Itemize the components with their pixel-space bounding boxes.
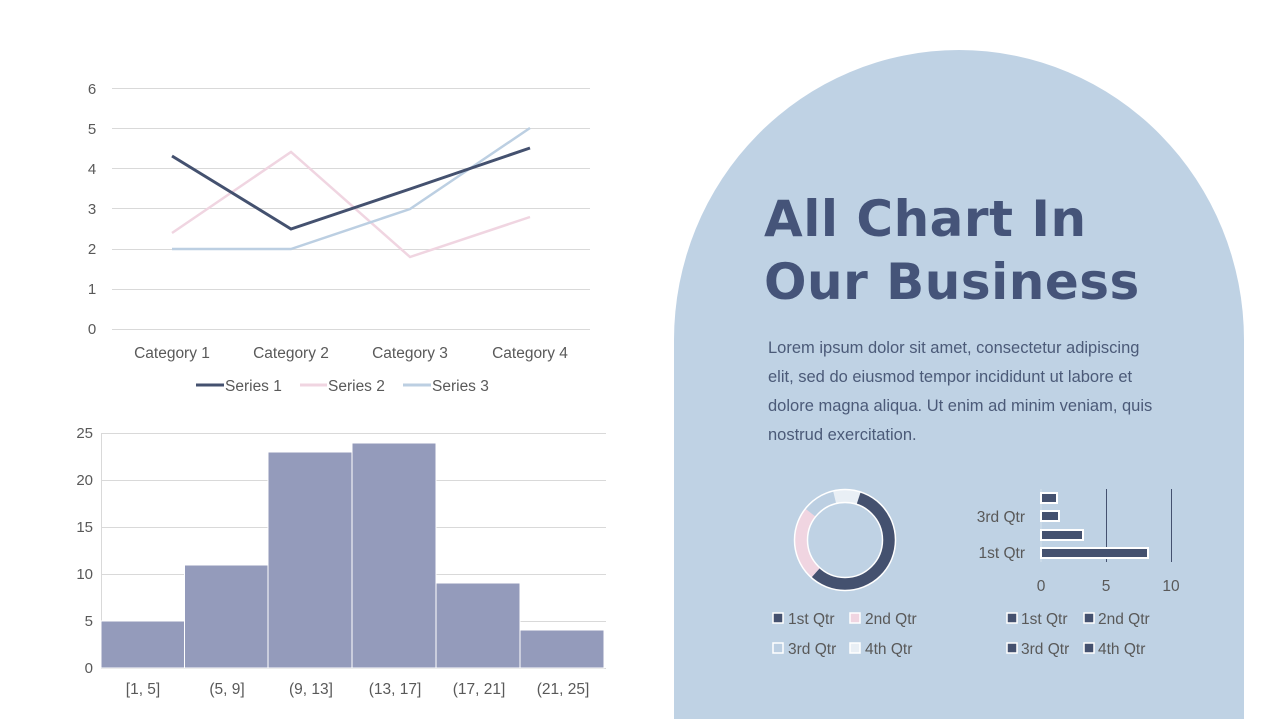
legend-swatch-3rd-qtr	[772, 642, 784, 654]
histogram-bar	[267, 451, 353, 669]
y-label-3rd-qtr: 3rd Qtr	[977, 509, 1025, 526]
legend-swatch-1st-qtr	[772, 612, 784, 624]
x-tick: (17, 21]	[453, 681, 506, 698]
legend-swatch	[1006, 642, 1018, 654]
y-tick: 0	[85, 660, 93, 677]
x-tick: (21, 25]	[537, 681, 590, 698]
x-tick: (13, 17]	[369, 681, 422, 698]
title-line-2: Our Business	[764, 253, 1140, 311]
x-tick: Category 1	[134, 345, 210, 362]
legend-series-2: Series 2	[328, 378, 385, 395]
histogram-bar	[435, 582, 521, 669]
horizontal-bar-chart: 3rd Qtr 1st Qtr 0 5 10 1st Qtr 2nd Qtr 3…	[977, 489, 1180, 658]
donut-segment-4th-qtr	[794, 489, 896, 591]
histogram-chart: 0 5 10 15 20 25 [1, 5] (5, 9] (9, 13] (1…	[76, 425, 606, 698]
title-line-1: All Chart In	[764, 190, 1087, 248]
legend-4th-qtr: 4th Qtr	[1098, 641, 1145, 658]
legend-3rd-qtr: 3rd Qtr	[788, 641, 836, 658]
donut-chart: 1st Qtr 2nd Qtr 3rd Qtr 4th Qtr	[772, 488, 917, 658]
x-tick: 0	[1037, 578, 1046, 595]
slide-body-text: Lorem ipsum dolor sit amet, consectetur …	[768, 339, 1153, 444]
histogram-bar	[351, 442, 437, 669]
y-tick: 20	[76, 472, 93, 489]
slide-title: All Chart In Our Business	[764, 188, 1140, 314]
legend-series-1: Series 1	[225, 378, 282, 395]
histogram-bar	[100, 620, 185, 669]
donut-segment-2nd-qtr	[794, 489, 896, 591]
y-tick: 1	[88, 281, 96, 298]
legend-2nd-qtr: 2nd Qtr	[865, 611, 917, 628]
x-tick: Category 3	[372, 345, 448, 362]
hbar-4th-qtr	[1040, 492, 1058, 504]
arch-background-shape	[674, 50, 1244, 719]
legend-swatch	[1083, 612, 1095, 624]
legend-2nd-qtr: 2nd Qtr	[1098, 611, 1150, 628]
hbar-3rd-qtr	[1040, 510, 1060, 522]
x-tick: [1, 5]	[126, 681, 160, 698]
x-tick: Category 4	[492, 345, 568, 362]
y-label-1st-qtr: 1st Qtr	[978, 545, 1025, 562]
y-tick: 6	[88, 81, 96, 98]
line-chart-legend: Series 1 Series 2 Series 3	[196, 378, 489, 395]
donut-legend: 1st Qtr 2nd Qtr 3rd Qtr 4th Qtr	[772, 611, 917, 658]
y-tick: 0	[88, 321, 96, 338]
histogram-bars	[100, 442, 605, 669]
hbar-legend: 1st Qtr 2nd Qtr 3rd Qtr 4th Qtr	[1006, 611, 1150, 658]
x-tick: (5, 9]	[209, 681, 244, 698]
legend-3rd-qtr: 3rd Qtr	[1021, 641, 1069, 658]
line-chart: 0 1 2 3 4 5 6 Category 1 Category 2 Cate…	[88, 81, 590, 395]
legend-series-3: Series 3	[432, 378, 489, 395]
y-tick: 15	[76, 519, 93, 536]
legend-1st-qtr: 1st Qtr	[788, 611, 835, 628]
legend-swatch-2nd-qtr	[849, 612, 861, 624]
x-tick: 5	[1102, 578, 1111, 595]
y-tick: 10	[76, 566, 93, 583]
legend-4th-qtr: 4th Qtr	[865, 641, 912, 658]
x-tick: Category 2	[253, 345, 329, 362]
y-tick: 4	[88, 161, 96, 178]
hbar-2nd-qtr	[1040, 529, 1084, 541]
histogram-bar	[519, 629, 605, 669]
y-tick: 2	[88, 241, 96, 258]
hbar-1st-qtr	[1040, 547, 1149, 559]
legend-1st-qtr: 1st Qtr	[1021, 611, 1068, 628]
line-chart-x-axis-labels: Category 1 Category 2 Category 3 Categor…	[134, 345, 568, 362]
line-chart-y-axis-labels: 0 1 2 3 4 5 6	[88, 81, 96, 338]
x-tick: 10	[1162, 578, 1180, 595]
legend-swatch	[1006, 612, 1018, 624]
y-tick: 5	[88, 121, 96, 138]
legend-swatch-4th-qtr	[849, 642, 861, 654]
histogram-x-axis-labels: [1, 5] (5, 9] (9, 13] (13, 17] (17, 21] …	[126, 681, 590, 698]
series-1-line	[171, 146, 531, 231]
histogram-y-axis-labels: 0 5 10 15 20 25	[76, 425, 93, 677]
x-tick: (9, 13]	[289, 681, 333, 698]
y-tick: 5	[85, 613, 93, 630]
y-tick: 25	[76, 425, 93, 442]
legend-swatch	[1083, 642, 1095, 654]
y-tick: 3	[88, 201, 96, 218]
histogram-bar	[184, 564, 269, 669]
